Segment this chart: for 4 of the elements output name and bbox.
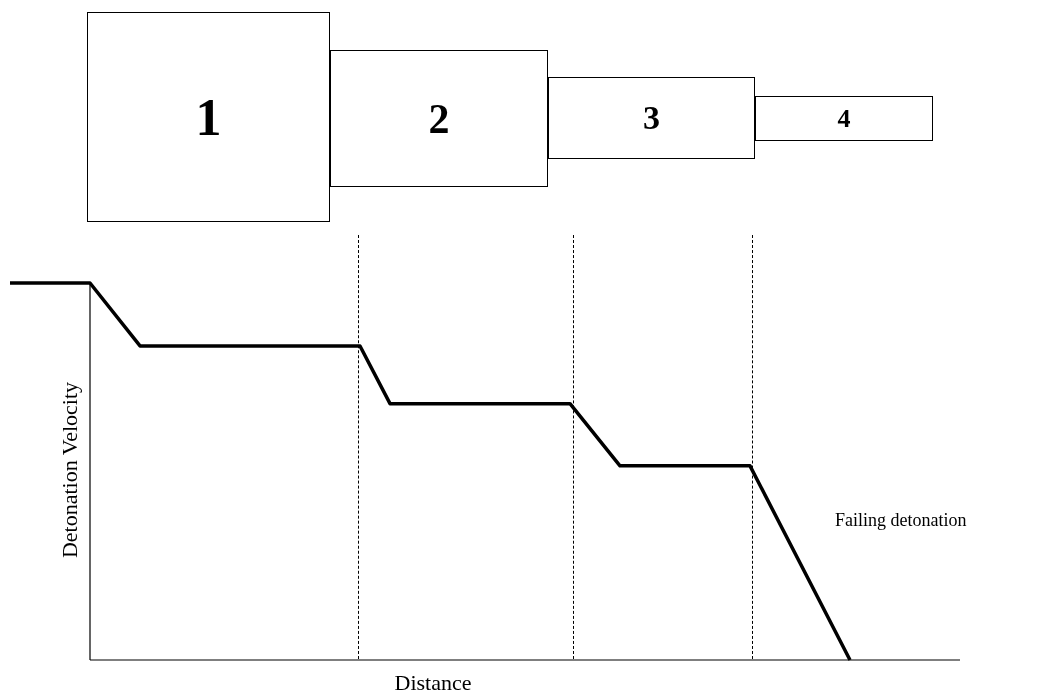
y-axis-title: Detonation Velocity <box>57 381 83 559</box>
annotation: Failing detonation <box>835 509 967 531</box>
x-axis-title: Distance <box>394 670 472 696</box>
stepped-block-diagram: 1 2 3 4 <box>87 12 934 223</box>
